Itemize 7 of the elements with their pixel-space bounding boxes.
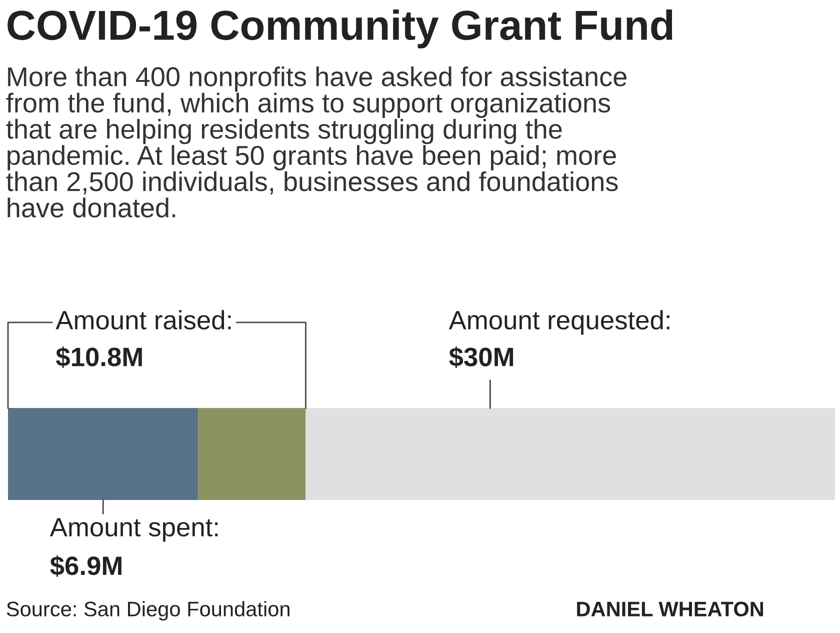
source-note: Source: San Diego Foundation — [6, 601, 290, 621]
text: Amount requested: $30M — [448, 310, 670, 368]
text: DANIEL WHEATON — [577, 602, 763, 616]
text: Amount raised: $10.8M — [56, 310, 231, 368]
chart-title: COVID-19 Community Grant Fund — [8, 9, 672, 48]
chart-subtitle: More than 400 nonprofits have asked for assistance from the fund, which aims to support organizations that are helping residents struggling during the pandemic. At least 50 grants have been paid; more than 2,500 individuals, businesses and foundations have donated. — [6, 66, 626, 218]
text: Amount spent: $6.9M — [50, 518, 218, 577]
